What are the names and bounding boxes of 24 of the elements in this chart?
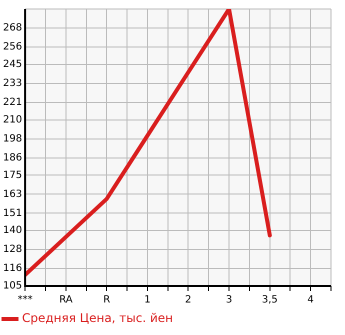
y-tick-label: 151 [2,208,22,219]
x-tick-label: 3 [226,294,232,306]
x-tick-label: RA [59,294,73,306]
y-tick-label: 210 [2,114,22,126]
y-tick-label: 163 [2,188,22,200]
y-tick-label: 128 [2,244,22,256]
y-tick-label: 175 [2,170,22,181]
y-tick-label: 268 [2,22,22,34]
y-tick-label: 221 [2,96,22,108]
y-tick-label: 186 [2,152,22,164]
y-tick-label: 245 [2,58,22,70]
x-tick-label: 4 [307,294,314,306]
y-tick-label: 233 [2,78,22,89]
y-tick-label: 140 [2,225,22,236]
y-tick-label: 198 [2,133,22,144]
y-tick-label: 256 [2,42,22,53]
x-tick-label: 1 [144,294,151,306]
y-tick-label: 116 [2,263,22,274]
x-tick-label: *** [18,294,33,306]
y-tick-label: 105 [2,280,22,292]
x-tick-label: 3,5 [262,294,278,306]
x-tick-label: R [103,294,110,306]
legend-label: Средняя Цена, тыс. йен [22,311,174,326]
x-tick-label: 2 [185,294,192,306]
